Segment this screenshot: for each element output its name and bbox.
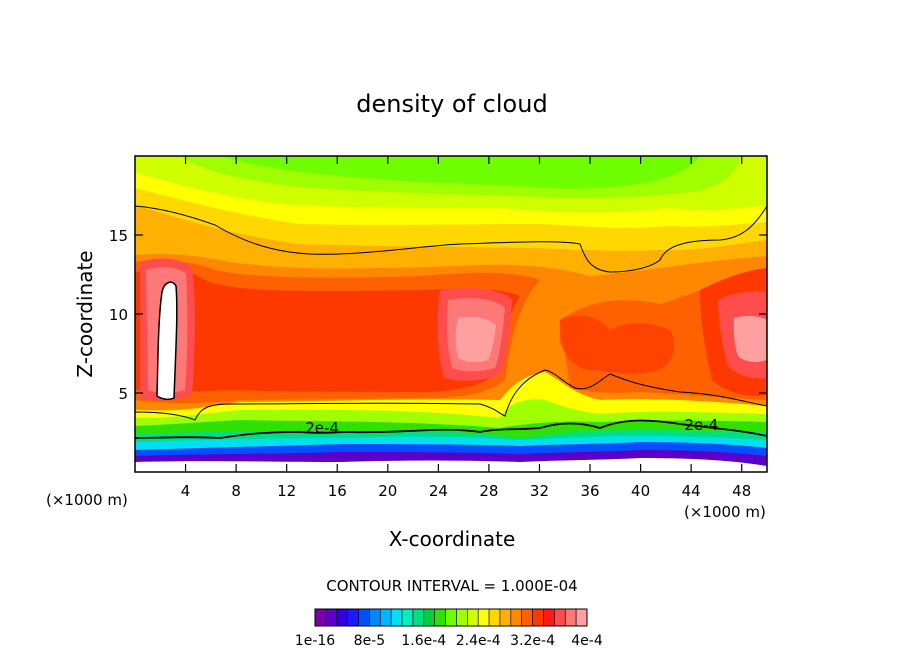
colorbar-swatch — [423, 608, 435, 627]
y-tick-label: 5 — [118, 385, 128, 403]
colorbar-swatch — [488, 608, 501, 627]
y-axis-ticks: 5 10 15 — [109, 227, 767, 403]
contour-label: 2e-4 — [684, 416, 718, 434]
colorbar-swatch — [434, 608, 446, 627]
colorbar-swatch — [412, 608, 425, 627]
colorbar-tick-label: 3.2e-4 — [510, 633, 555, 649]
x-axis-label: X-coordinate — [389, 527, 516, 551]
x-tick-label: 32 — [530, 482, 549, 500]
colorbar-swatch — [445, 608, 457, 627]
colorbar-tick-label: 1e-16 — [295, 633, 335, 649]
colorbar-swatch — [554, 608, 566, 627]
x-axis-ticks: 4 8 12 16 20 24 28 32 36 40 44 48 — [181, 156, 751, 500]
field-patch-pink-3 — [455, 316, 496, 363]
colorbar-tick-label: 4e-4 — [571, 633, 603, 649]
colorbar — [314, 608, 588, 627]
x-tick-label: 12 — [277, 482, 296, 500]
colorbar-swatch — [575, 608, 588, 627]
colorbar-swatch — [543, 608, 555, 627]
x-tick-label: 8 — [231, 482, 241, 500]
colorbar-frame — [314, 608, 588, 627]
contour-2e-4 — [135, 419, 767, 439]
colorbar-tick-label: 8e-5 — [354, 633, 385, 649]
colorbar-swatch — [456, 608, 468, 627]
field-patch-pink-right-2 — [733, 315, 767, 363]
colorbar-tick-labels: 1e-16 8e-5 1.6e-4 2.4e-4 3.2e-4 4e-4 — [295, 633, 603, 649]
contour-interval-label: CONTOUR INTERVAL = 1.000E-04 — [326, 577, 577, 595]
x-unit-right: (×1000 m) — [684, 503, 766, 521]
colorbar-tick-label: 1.6e-4 — [401, 633, 446, 649]
colorbar-swatch — [477, 608, 490, 627]
colorbar-swatch — [379, 608, 392, 627]
x-tick-label: 40 — [631, 482, 650, 500]
x-unit-left: (×1000 m) — [46, 491, 128, 509]
field-band-red-scatter — [560, 315, 674, 374]
colorbar-swatch — [336, 608, 348, 627]
x-tick-label: 28 — [479, 482, 498, 500]
colorbar-swatch — [347, 608, 359, 627]
colorbar-swatch — [532, 608, 544, 627]
colorbar-swatch — [390, 608, 403, 627]
y-tick-label: 10 — [109, 306, 128, 324]
colorbar-swatch — [325, 608, 338, 627]
contour-label: 2e-4 — [305, 419, 339, 437]
colorbar-swatch — [564, 608, 577, 627]
field-band-upper-5 — [220, 156, 700, 189]
y-tick-label: 15 — [109, 227, 128, 245]
x-tick-label: 20 — [378, 482, 397, 500]
heatmap-field — [135, 156, 767, 472]
contour-labels: 2e-4 2e-4 — [305, 416, 718, 437]
x-tick-label: 44 — [682, 482, 701, 500]
colorbar-swatch — [467, 608, 479, 627]
x-tick-label: 48 — [732, 482, 751, 500]
colorbar-swatch — [499, 608, 512, 627]
field-patch-white — [156, 281, 178, 401]
x-tick-label: 36 — [580, 482, 599, 500]
field-band-bottom-white — [135, 458, 767, 472]
contour-upper — [135, 205, 767, 273]
colorbar-swatch — [369, 608, 381, 627]
colorbar-swatch — [401, 608, 414, 627]
field-band-red-left — [135, 269, 520, 392]
colorbar-swatch — [314, 608, 327, 627]
colorbar-swatch — [358, 608, 370, 627]
chart-title: density of cloud — [356, 90, 547, 118]
colorbar-swatch — [521, 608, 533, 627]
contour-lower-outline — [135, 369, 767, 421]
x-tick-label: 4 — [181, 482, 191, 500]
x-tick-label: 24 — [429, 482, 448, 500]
x-tick-label: 16 — [328, 482, 347, 500]
y-axis-label: Z-coordinate — [73, 250, 97, 377]
colorbar-tick-label: 2.4e-4 — [456, 633, 501, 649]
colorbar-swatch — [510, 608, 523, 627]
